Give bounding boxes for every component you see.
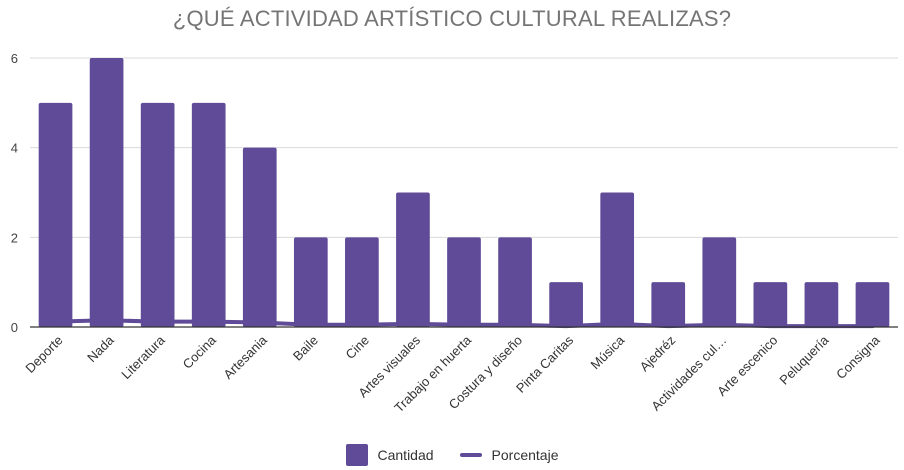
x-tick-label: Literatura — [118, 332, 168, 382]
x-tick-label: Baile — [290, 333, 321, 364]
line-point — [615, 322, 619, 326]
bar[interactable] — [447, 237, 481, 327]
legend: Cantidad Porcentaje — [0, 444, 904, 466]
y-tick-label: 6 — [11, 51, 18, 66]
bar[interactable] — [549, 282, 583, 327]
bar[interactable] — [89, 58, 124, 327]
line-point — [462, 323, 466, 327]
x-tick-label: Deporte — [22, 333, 65, 376]
bar[interactable] — [293, 237, 328, 327]
x-tick-label: Artesania — [220, 332, 270, 382]
line-point — [717, 323, 721, 327]
x-tick-label: Peluquería — [776, 332, 832, 388]
line-point — [207, 320, 211, 324]
line-point — [360, 323, 364, 327]
legend-label-porcentaje: Porcentaje — [491, 447, 559, 463]
line-point — [156, 320, 160, 324]
x-tick-label: Cocina — [180, 332, 220, 372]
bar[interactable] — [498, 237, 532, 327]
line-layer — [53, 318, 875, 329]
bar[interactable] — [140, 102, 175, 327]
bar[interactable] — [702, 237, 737, 327]
line-point — [513, 323, 517, 327]
x-tick-label: Música — [588, 332, 628, 372]
bar[interactable] — [396, 192, 430, 328]
bar[interactable] — [855, 282, 890, 327]
chart-title: ¿QUÉ ACTIVIDAD ARTÍSTICO CULTURAL REALIZ… — [172, 6, 732, 31]
bar[interactable] — [345, 237, 379, 327]
line-point — [258, 321, 262, 325]
bar[interactable] — [804, 282, 839, 327]
line-point — [54, 320, 58, 324]
x-tick-label: Nada — [84, 332, 117, 365]
legend-swatch-bar — [345, 444, 368, 466]
bar-layer — [38, 58, 890, 328]
legend-label-cantidad: Cantidad — [377, 447, 434, 463]
legend-item-cantidad[interactable]: Cantidad — [345, 444, 434, 466]
bar[interactable] — [242, 147, 277, 327]
x-tick-label: Cine — [342, 333, 372, 363]
x-tick-label: Consigna — [833, 332, 883, 382]
legend-swatch-line — [459, 453, 482, 457]
bar[interactable] — [651, 282, 686, 327]
line-point — [309, 323, 313, 327]
bar[interactable] — [38, 102, 73, 327]
bar[interactable] — [191, 102, 226, 327]
bar[interactable] — [753, 282, 788, 327]
y-tick-label: 4 — [11, 141, 18, 156]
x-tick-label: Ajedréz — [637, 333, 679, 375]
line-point — [411, 322, 415, 326]
y-tick-label: 2 — [11, 230, 18, 245]
legend-item-porcentaje[interactable]: Porcentaje — [459, 447, 559, 463]
line-point — [105, 318, 109, 322]
bar[interactable] — [600, 192, 635, 328]
y-tick-label: 0 — [11, 320, 18, 335]
